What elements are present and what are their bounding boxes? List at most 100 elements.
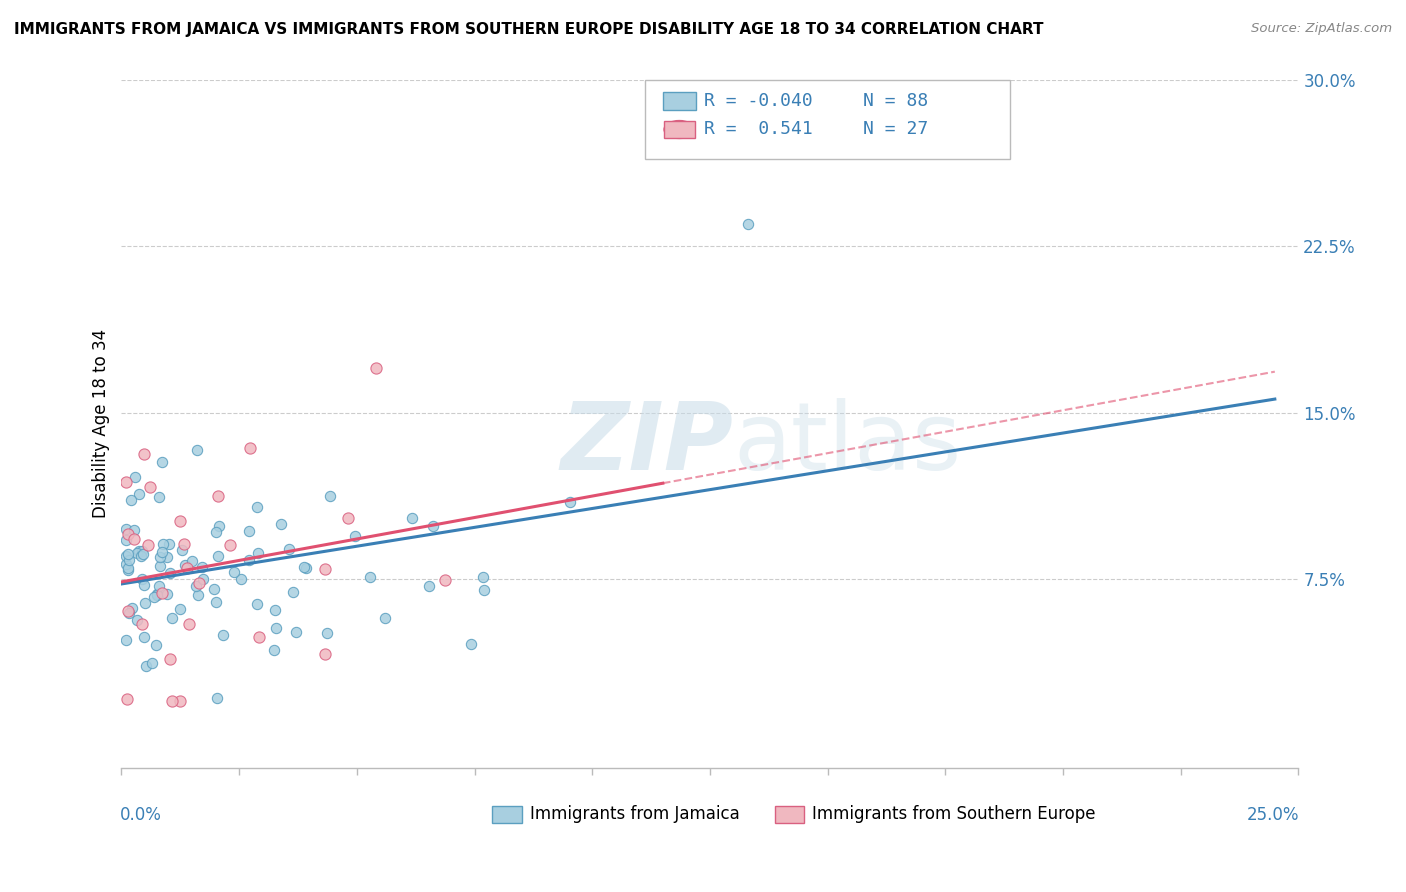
Point: [186, 579, 208, 593]
Point: [135, 658, 157, 673]
FancyBboxPatch shape: [645, 80, 1010, 159]
Point: [156, 549, 179, 564]
FancyBboxPatch shape: [662, 93, 696, 110]
Point: [188, 576, 211, 591]
Point: [115, 632, 138, 647]
Point: [169, 602, 191, 616]
Text: R =  0.541: R = 0.541: [704, 120, 813, 137]
Point: [127, 614, 149, 628]
FancyBboxPatch shape: [492, 805, 522, 822]
Point: [157, 537, 180, 551]
Point: [359, 570, 381, 584]
Point: [173, 558, 195, 572]
Point: [131, 573, 153, 587]
Point: [173, 537, 195, 551]
Point: [117, 527, 139, 541]
Point: [211, 628, 233, 642]
Text: R = -0.040: R = -0.040: [704, 92, 813, 111]
Text: atlas: atlas: [734, 399, 962, 491]
Point: [117, 563, 139, 577]
Point: [150, 586, 173, 600]
Point: [281, 585, 304, 599]
Point: [204, 524, 226, 539]
Point: [115, 522, 138, 536]
Point: [208, 518, 231, 533]
Point: [319, 489, 342, 503]
Point: [314, 562, 336, 576]
Point: [263, 642, 285, 657]
Point: [292, 560, 315, 574]
Point: [115, 549, 138, 563]
Point: [191, 559, 214, 574]
Point: [134, 596, 156, 610]
Point: [460, 637, 482, 651]
Point: [207, 549, 229, 563]
Point: [122, 532, 145, 546]
Point: [115, 533, 138, 547]
Point: [401, 511, 423, 525]
Text: 0.0%: 0.0%: [121, 805, 162, 823]
Point: [238, 524, 260, 538]
Point: [115, 692, 138, 706]
Point: [343, 529, 366, 543]
Point: [122, 524, 145, 538]
Point: [422, 518, 444, 533]
Point: [156, 587, 179, 601]
Point: [162, 610, 184, 624]
Point: [433, 573, 456, 587]
Text: IMMIGRANTS FROM JAMAICA VS IMMIGRANTS FROM SOUTHERN EUROPE DISABILITY AGE 18 TO : IMMIGRANTS FROM JAMAICA VS IMMIGRANTS FR…: [14, 22, 1043, 37]
Circle shape: [664, 120, 695, 138]
Point: [337, 510, 360, 524]
Point: [181, 554, 204, 568]
FancyBboxPatch shape: [775, 805, 804, 822]
Point: [162, 694, 184, 708]
Text: 25.0%: 25.0%: [1247, 805, 1299, 823]
Point: [132, 630, 155, 644]
Point: [316, 625, 339, 640]
Point: [246, 597, 269, 611]
Point: [115, 558, 138, 572]
Point: [143, 590, 166, 604]
Point: [186, 442, 208, 457]
Point: [418, 579, 440, 593]
Point: [193, 573, 215, 587]
Point: [134, 577, 156, 591]
Point: [159, 566, 181, 580]
Point: [560, 494, 582, 508]
Point: [132, 447, 155, 461]
Point: [472, 570, 495, 584]
Point: [737, 217, 759, 231]
Point: [128, 486, 150, 500]
Point: [239, 442, 262, 456]
Text: N = 88: N = 88: [863, 92, 928, 111]
Point: [136, 538, 159, 552]
Point: [148, 579, 170, 593]
Point: [146, 586, 169, 600]
Point: [121, 600, 143, 615]
Point: [124, 469, 146, 483]
Point: [150, 545, 173, 559]
Point: [263, 602, 285, 616]
Text: ZIP: ZIP: [561, 399, 734, 491]
Point: [270, 517, 292, 532]
Point: [246, 546, 269, 560]
Point: [238, 553, 260, 567]
Point: [187, 588, 209, 602]
Point: [205, 595, 228, 609]
Point: [128, 544, 150, 558]
Point: [139, 480, 162, 494]
Point: [125, 546, 148, 560]
Point: [205, 691, 228, 706]
Text: N = 27: N = 27: [863, 120, 928, 137]
Point: [229, 572, 252, 586]
Point: [131, 617, 153, 632]
Point: [285, 624, 308, 639]
Point: [170, 542, 193, 557]
Point: [145, 638, 167, 652]
Point: [246, 500, 269, 515]
Point: [131, 547, 153, 561]
Point: [169, 514, 191, 528]
Point: [118, 552, 141, 566]
Point: [159, 651, 181, 665]
Point: [131, 544, 153, 558]
